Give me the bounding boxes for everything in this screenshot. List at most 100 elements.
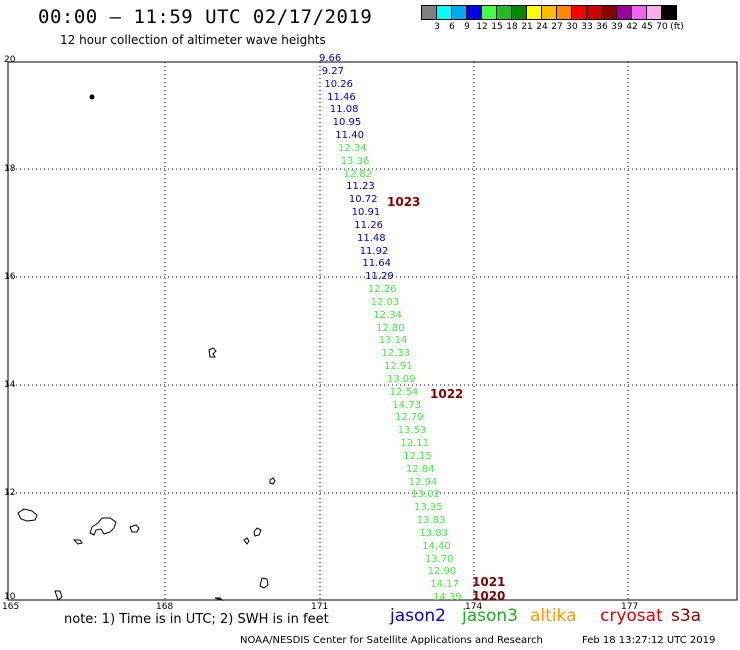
island-group-4 <box>129 524 140 533</box>
wave-height-value: 10.72 <box>348 194 378 206</box>
wave-height-value: 11.48 <box>357 232 386 244</box>
island-east <box>269 477 276 485</box>
pass-id-label: 1020 <box>472 589 506 603</box>
island-group-9 <box>214 597 224 602</box>
wave-height-value: 12.33 <box>381 348 411 360</box>
longitude-label: 165 <box>2 602 20 612</box>
footer-credit: NOAA/NESDIS Center for Satellite Applica… <box>240 635 543 646</box>
color-scale-label: 27 <box>551 22 563 32</box>
wave-height-value: 12.80 <box>376 322 405 334</box>
color-scale-label: 9 <box>464 22 470 32</box>
longitude-label: 168 <box>156 602 174 612</box>
wave-height-value: 13.14 <box>378 335 408 347</box>
color-scale-label: 6 <box>449 22 455 32</box>
longitude-label: 177 <box>621 602 639 612</box>
wave-height-value: 13.02 <box>411 489 440 501</box>
island-north <box>89 94 95 100</box>
wave-height-value: 12.15 <box>403 450 432 462</box>
satellite-legend-cryosat: cryosat <box>600 606 663 626</box>
wave-height-value: 13.83 <box>419 527 449 539</box>
color-scale-label: 30 <box>566 22 578 32</box>
wave-height-value: 11.23 <box>346 181 375 193</box>
wave-height-value: 13.53 <box>397 425 427 437</box>
wave-height-value: 12.54 <box>389 386 419 398</box>
wave-height-value: 13.35 <box>414 502 443 514</box>
wave-height-value: 12.82 <box>343 168 373 180</box>
color-scale-label: 39 <box>611 22 623 32</box>
latitude-label: 14 <box>4 380 16 390</box>
color-scale-label: 21 <box>521 22 533 32</box>
pass-id-label: 1023 <box>387 195 421 209</box>
color-scale-label: 15 <box>491 22 503 32</box>
color-scale-label: 42 <box>626 22 638 32</box>
satellite-legend-altika: altika <box>530 606 577 626</box>
latitude-label: 10 <box>4 592 16 602</box>
wave-height-value: 10.91 <box>351 207 381 218</box>
footer-timestamp: Feb 18 13:27:12 UTC 2019 <box>582 635 716 646</box>
island-group-7 <box>259 577 269 589</box>
color-swatch <box>661 5 677 20</box>
color-scale-label: 12 <box>476 22 488 32</box>
wave-height-value: 12.34 <box>338 142 367 154</box>
island-group-8 <box>54 590 63 601</box>
wave-height-value: 11.08 <box>329 104 359 116</box>
wave-height-value: 13.36 <box>340 155 370 167</box>
wave-height-value: 11.64 <box>362 258 392 270</box>
island-group-3 <box>72 539 83 545</box>
wave-height-value: 12.90 <box>427 566 457 578</box>
satellite-legend-s3a: s3a <box>671 606 702 626</box>
wave-height-value: 12.94 <box>408 476 438 488</box>
wave-height-value: 12.91 <box>384 361 413 372</box>
wave-height-value: 12.34 <box>373 309 402 321</box>
wave-height-value: 13.70 <box>424 553 454 565</box>
color-scale-label: 70 <box>656 22 668 32</box>
wave-height-value: 10.26 <box>324 78 354 90</box>
wave-height-value: 11.46 <box>327 91 356 103</box>
color-scale-label: 24 <box>536 22 548 32</box>
wave-height-value: 11.26 <box>354 219 383 231</box>
longitude-label: 174 <box>465 602 483 612</box>
island-group-5 <box>243 537 250 545</box>
wave-height-value: 12.84 <box>405 463 435 475</box>
wave-height-value: 12.79 <box>395 412 424 424</box>
legend-note: note: 1) Time is in UTC; 2) SWH is in fe… <box>64 612 329 627</box>
color-scale-bar <box>421 5 677 20</box>
wave-height-value: 14.73 <box>392 399 421 411</box>
color-scale-label: 45 <box>641 22 653 32</box>
latitude-label: 20 <box>4 55 16 65</box>
island-mid <box>208 347 217 358</box>
wave-height-value: 14.40 <box>422 540 451 552</box>
wave-height-value: 12.11 <box>400 438 430 449</box>
wave-height-value: 14.39 <box>433 592 462 603</box>
island-group-2 <box>89 517 117 536</box>
map-title: 00:00 — 11:59 UTC 02/17/2019 <box>38 6 373 28</box>
wave-height-value: 11.29 <box>365 271 394 283</box>
satellite-legend-jason2: jason2 <box>390 606 446 626</box>
wave-height-value: 9.27 <box>321 65 344 77</box>
latitude-label: 18 <box>4 164 16 174</box>
pass-id-label: 1021 <box>472 575 506 589</box>
map-subtitle: 12 hour collection of altimeter wave hei… <box>60 33 326 47</box>
wave-height-value: 13.83 <box>416 515 446 526</box>
color-scale-label: (ft) <box>670 22 684 32</box>
wave-height-value: 9.66 <box>319 53 342 64</box>
coastline-islands <box>17 94 276 602</box>
wave-height-value: 11.40 <box>335 130 364 141</box>
color-scale-labels: 3 6 9 12 15 18 21 24 27 30 33 36 39 42 45 70 (ft) <box>422 22 740 36</box>
color-scale-label: 18 <box>506 22 518 32</box>
color-scale-label: 3 <box>434 22 440 32</box>
plot-frame <box>7 61 738 601</box>
color-scale-label: 33 <box>581 22 593 32</box>
island-group-1 <box>17 508 38 522</box>
island-group-6 <box>253 527 262 537</box>
color-scale-label: 36 <box>596 22 608 32</box>
wave-height-value: 10.95 <box>332 117 362 129</box>
wave-height-value: 12.03 <box>370 296 400 308</box>
latitude-label: 16 <box>4 272 16 282</box>
wave-height-value: 13.09 <box>386 373 416 385</box>
satellite-legend-jason3: jason3 <box>462 606 518 626</box>
longitude-label: 171 <box>311 602 329 612</box>
pass-id-label: 1022 <box>430 387 464 401</box>
latitude-label: 12 <box>4 488 16 498</box>
